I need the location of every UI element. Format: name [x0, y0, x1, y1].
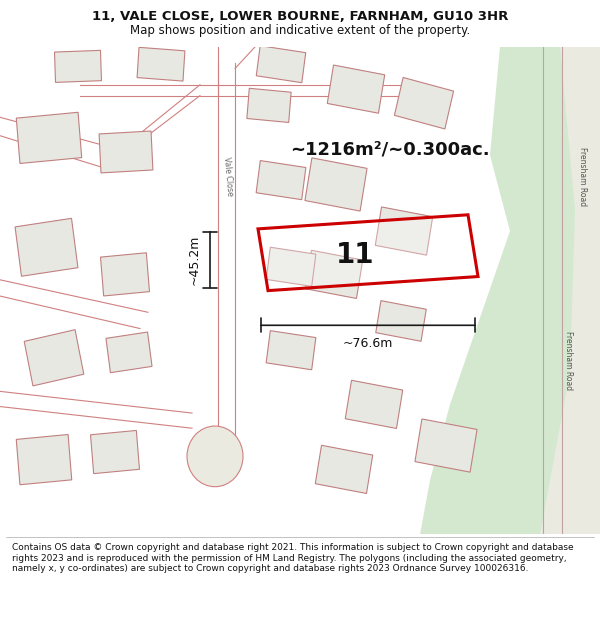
- Text: ~1216m²/~0.300ac.: ~1216m²/~0.300ac.: [290, 141, 490, 159]
- FancyBboxPatch shape: [101, 253, 149, 296]
- Text: Contains OS data © Crown copyright and database right 2021. This information is : Contains OS data © Crown copyright and d…: [12, 543, 574, 573]
- FancyBboxPatch shape: [91, 431, 139, 474]
- FancyBboxPatch shape: [345, 380, 403, 429]
- FancyBboxPatch shape: [16, 112, 82, 164]
- FancyBboxPatch shape: [315, 445, 373, 494]
- FancyBboxPatch shape: [256, 161, 306, 199]
- FancyBboxPatch shape: [266, 331, 316, 370]
- FancyBboxPatch shape: [375, 207, 433, 255]
- FancyBboxPatch shape: [394, 78, 454, 129]
- FancyBboxPatch shape: [106, 332, 152, 372]
- FancyBboxPatch shape: [305, 250, 363, 299]
- FancyBboxPatch shape: [305, 158, 367, 211]
- Circle shape: [187, 426, 243, 487]
- Text: ~76.6m: ~76.6m: [343, 338, 393, 350]
- FancyBboxPatch shape: [55, 51, 101, 82]
- Text: Map shows position and indicative extent of the property.: Map shows position and indicative extent…: [130, 24, 470, 36]
- Text: 11: 11: [336, 241, 374, 269]
- FancyBboxPatch shape: [15, 218, 78, 276]
- FancyBboxPatch shape: [24, 329, 84, 386]
- FancyBboxPatch shape: [137, 48, 185, 81]
- FancyBboxPatch shape: [327, 65, 385, 113]
- FancyBboxPatch shape: [16, 434, 72, 485]
- Polygon shape: [258, 215, 478, 291]
- FancyBboxPatch shape: [415, 419, 477, 472]
- Text: ~45.2m: ~45.2m: [187, 234, 200, 285]
- Text: Vale Close: Vale Close: [222, 157, 234, 197]
- FancyBboxPatch shape: [266, 248, 316, 286]
- Text: 11, VALE CLOSE, LOWER BOURNE, FARNHAM, GU10 3HR: 11, VALE CLOSE, LOWER BOURNE, FARNHAM, G…: [92, 10, 508, 23]
- FancyBboxPatch shape: [99, 131, 153, 173]
- FancyBboxPatch shape: [256, 46, 306, 82]
- Text: Frensham Road: Frensham Road: [578, 148, 587, 206]
- Polygon shape: [420, 47, 600, 534]
- Text: Frensham Road: Frensham Road: [565, 331, 574, 391]
- Polygon shape: [540, 47, 600, 534]
- FancyBboxPatch shape: [247, 88, 291, 122]
- FancyBboxPatch shape: [376, 301, 426, 341]
